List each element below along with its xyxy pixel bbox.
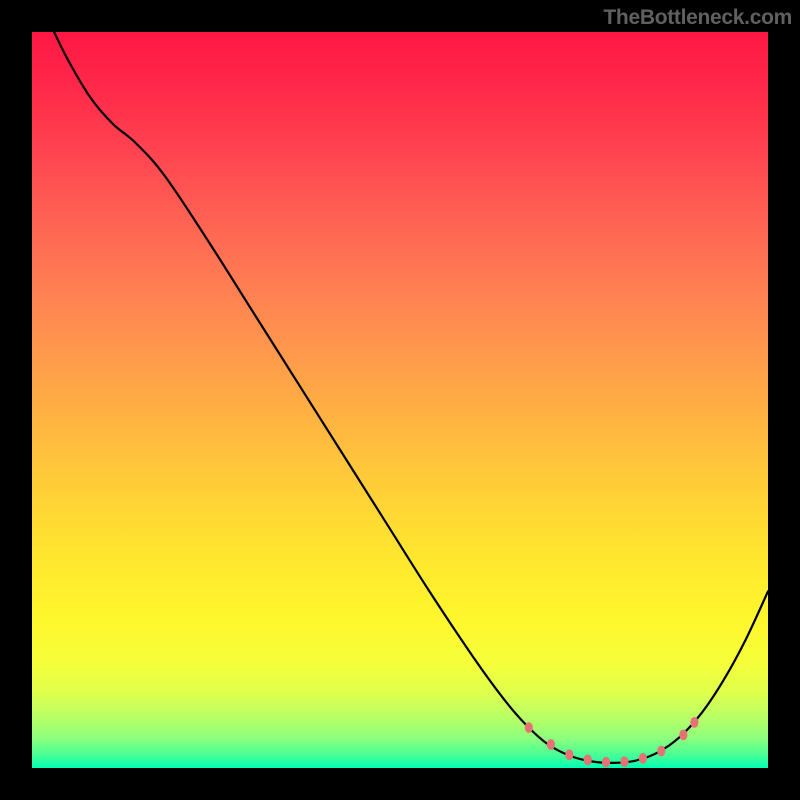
gradient-background — [32, 32, 768, 768]
marker-dot — [690, 717, 698, 728]
marker-dot — [679, 729, 687, 740]
watermark-text: TheBottleneck.com — [603, 6, 792, 30]
marker-dot — [602, 757, 610, 768]
marker-dot — [584, 755, 592, 766]
marker-dot — [657, 746, 665, 757]
marker-dot — [565, 749, 573, 760]
chart-container: TheBottleneck.com — [0, 0, 800, 800]
marker-dot — [639, 753, 647, 764]
marker-dot — [620, 756, 628, 767]
plot-area — [32, 32, 768, 768]
marker-dot — [547, 739, 555, 750]
marker-dot — [525, 722, 533, 733]
plot-svg — [32, 32, 768, 768]
